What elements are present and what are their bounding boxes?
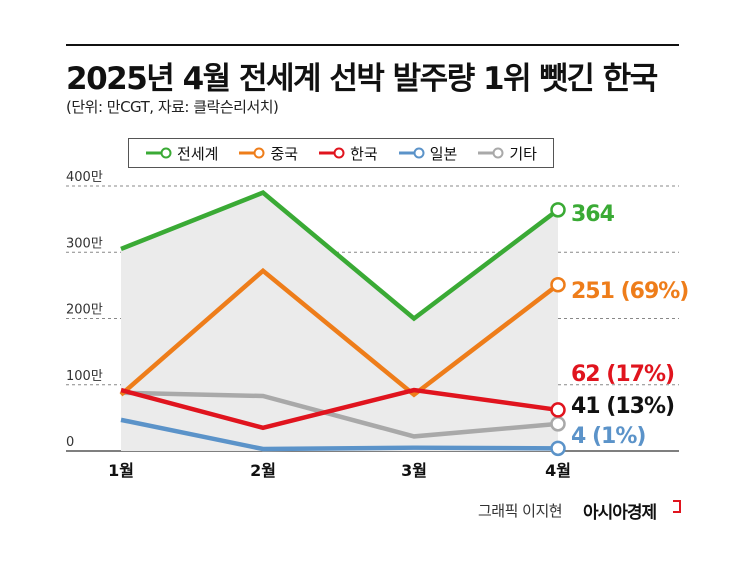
end-label-4: 41 (13%) [571, 394, 674, 419]
legend-label-china: 중국 [270, 144, 299, 163]
y-tick-label-0: 0 [66, 435, 74, 450]
end-marker-3 [550, 440, 566, 457]
end-label-0: 364 [571, 202, 615, 227]
end-label-1: 251 (69%) [571, 279, 688, 304]
series-line-1 [119, 267, 560, 398]
y-tick-label-3: 300만 [66, 236, 103, 251]
legend-label-world: 전세계 [177, 144, 219, 163]
legend-item-korea: 한국 [318, 143, 378, 164]
end-marker-1 [550, 276, 566, 293]
series-line-2 [120, 387, 559, 431]
legend-item-world: 전세계 [145, 143, 218, 164]
end-label-2: 62 (17%) [571, 362, 674, 387]
chart-title: 2025년 4월 전세계 선박 발주량 1위 뺏긴 한국 [66, 61, 658, 97]
graphic-credit: 그래픽 이지현 [478, 502, 563, 520]
legend-item-japan: 일본 [398, 143, 458, 164]
legend-marker-other [478, 147, 504, 159]
end-label-3: 4 (1%) [571, 424, 645, 449]
legend-marker-world [146, 147, 172, 159]
y-tick-label-1: 100만 [66, 369, 103, 384]
y-tick-label-4: 400만 [66, 170, 103, 185]
chart-legend: 전세계 중국 한국 일본 기타 [128, 138, 554, 168]
end-marker-2 [550, 402, 566, 418]
legend-label-korea: 한국 [350, 144, 378, 163]
legend-marker-japan [398, 147, 425, 159]
legend-item-china: 중국 [238, 143, 298, 164]
series-line-3 [120, 417, 559, 452]
series-area-world [121, 192, 558, 451]
title-rule [66, 44, 679, 46]
end-marker-0 [550, 202, 566, 218]
x-tick-label-3: 4월 [545, 461, 571, 480]
chart-subtitle: (단위: 만CGT, 자료: 클락슨리서치) [66, 98, 279, 116]
end-marker-4 [550, 416, 566, 432]
legend-marker-china [239, 147, 265, 159]
x-tick-label-0: 1월 [108, 461, 134, 480]
x-tick-label-1: 2월 [250, 461, 276, 480]
legend-marker-korea [319, 147, 345, 159]
legend-item-other: 기타 [477, 143, 537, 164]
series-line-0 [120, 190, 560, 322]
brand-mark-icon [673, 500, 681, 513]
brand-logo: 아시아경제 [583, 503, 657, 523]
legend-label-other: 기타 [509, 144, 537, 163]
legend-label-japan: 일본 [429, 144, 458, 163]
y-tick-label-2: 200만 [66, 303, 103, 318]
series-line-4 [120, 390, 559, 439]
x-tick-label-2: 3월 [401, 461, 427, 480]
